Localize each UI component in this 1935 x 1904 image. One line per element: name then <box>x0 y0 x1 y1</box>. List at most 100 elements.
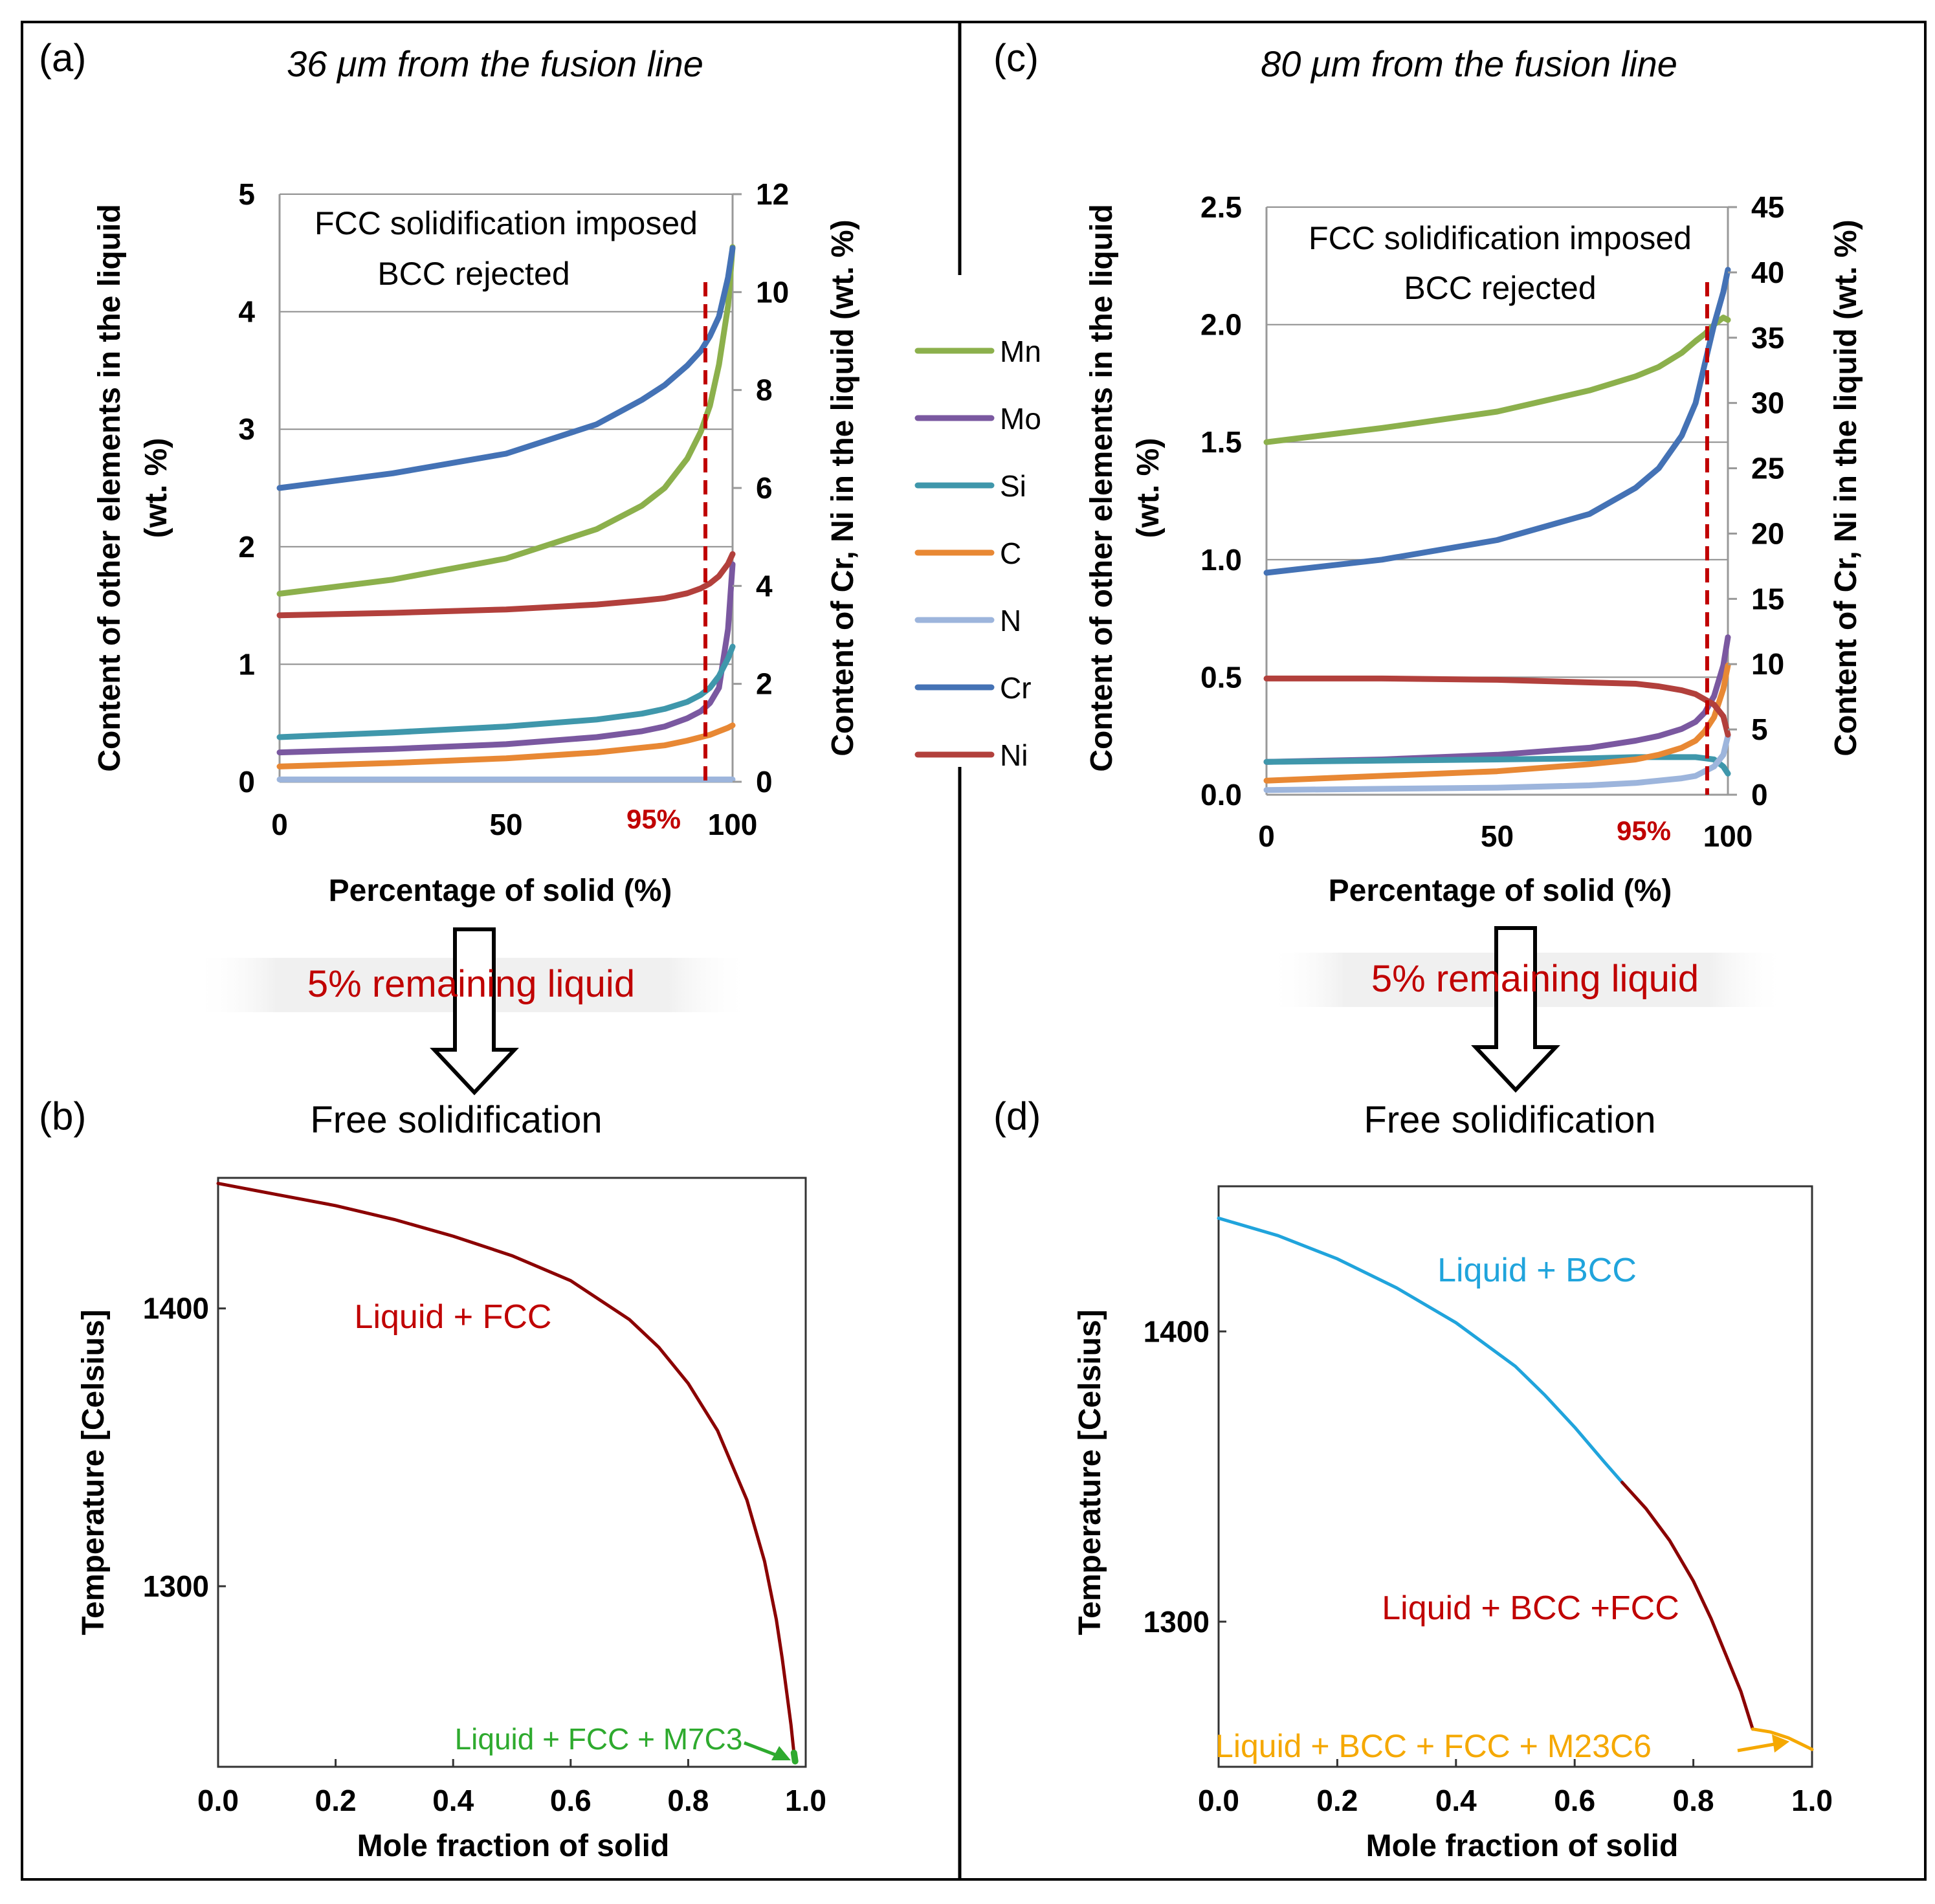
chart-d-curve-0 <box>1217 1216 1624 1484</box>
chart-b-ytick: 1400 <box>143 1292 209 1325</box>
panel-a-title: 36 μm from the fusion line <box>287 43 703 84</box>
panel-d-letter: (d) <box>993 1094 1041 1138</box>
chart-c-ytick-right: 35 <box>1751 321 1784 355</box>
legend: Mn Mo Si C N Cr Ni <box>914 335 1041 772</box>
chart-c-annotation-line1: FCC solidification imposed <box>1309 220 1692 256</box>
panel-a: (a) 36 μm from the fusion line 95% 01234… <box>39 36 860 908</box>
chart-c-series-n <box>1263 733 1731 793</box>
chart-a-annotation-line1: FCC solidification imposed <box>315 205 698 241</box>
chart-c-ytick-right: 30 <box>1751 386 1784 420</box>
transition-left-label: 5% remaining liquid <box>307 963 635 1005</box>
chart-b-m7c3-arrowhead-icon <box>771 1746 791 1760</box>
chart-a-ytick-left: 1 <box>238 647 255 681</box>
chart-d-xtick: 0.2 <box>1316 1784 1358 1817</box>
transition-right: 5% remaining liquid Free solidification <box>1268 926 1786 1141</box>
chart-a-ytick-left: 5 <box>238 177 255 211</box>
chart-a-series-si <box>276 643 736 740</box>
chart-d-xlabel: Mole fraction of solid <box>1366 1829 1679 1863</box>
panel-c-letter: (c) <box>993 36 1039 80</box>
chart-c-ylabel-left-line1: Content of other elements in the liquid <box>1085 204 1119 771</box>
transition-right-label: 5% remaining liquid <box>1371 958 1699 1000</box>
chart-a-ytick-right: 12 <box>756 177 789 211</box>
chart-d-series <box>1217 1216 1814 1751</box>
chart-c-ytick-left: 1.0 <box>1200 543 1242 577</box>
chart-d-xtick: 0.0 <box>1198 1784 1239 1817</box>
chart-c-ytick-right: 10 <box>1751 647 1784 681</box>
chart-d-region-m23c6-label: Liquid + BCC + FCC + M23C6 <box>1215 1728 1652 1764</box>
chart-d-m23c6-arrowhead-icon <box>1772 1734 1789 1753</box>
panel-a-letter: (a) <box>39 36 86 80</box>
panel-b-letter: (b) <box>39 1094 86 1138</box>
chart-c-ytick-right: 45 <box>1751 190 1784 224</box>
chart-d-curve-2 <box>1751 1727 1814 1751</box>
chart-c-series-mo <box>1263 634 1731 765</box>
chart-c-series-cr <box>1263 267 1731 576</box>
chart-a-ytick-right: 8 <box>756 373 773 407</box>
chart-d-region-bcc-label: Liquid + BCC <box>1437 1252 1637 1289</box>
chart-a-ytick-right: 2 <box>756 667 773 701</box>
legend-label-si: Si <box>1000 469 1026 503</box>
chart-c-ytick-right: 5 <box>1751 713 1768 746</box>
chart-b-curve-1 <box>790 1749 799 1765</box>
legend-label-c: C <box>1000 537 1021 570</box>
figure-border <box>21 21 1927 1881</box>
chart-c-series <box>1263 267 1731 793</box>
chart-c-xlabel: Percentage of solid (%) <box>1329 874 1672 908</box>
panel-c: (c) 80 μm from the fusion line 95% 0.00.… <box>993 36 1863 908</box>
chart-d-xtick: 0.4 <box>1435 1784 1477 1817</box>
chart-a-xlabel: Percentage of solid (%) <box>329 874 672 908</box>
chart-b-m7c3-pointer <box>744 1741 780 1758</box>
chart-b-ticks: 0.0 0.2 0.4 0.6 0.8 1.0 1300 1400 <box>143 1292 826 1817</box>
chart-a-ytick-left: 3 <box>238 412 255 446</box>
chart-a-marker-label: 95% <box>626 804 681 834</box>
panel-d-heading: Free solidification <box>1364 1099 1655 1141</box>
chart-d-m23c6-pointer <box>1737 1742 1775 1753</box>
chart-a-ytick-right: 0 <box>756 765 773 799</box>
chart-b-xtick: 0.0 <box>197 1784 239 1817</box>
transition-left: 5% remaining liquid Free solidification <box>194 927 751 1141</box>
chart-c-ytick-left: 2.5 <box>1200 190 1242 224</box>
chart-d-xtick: 1.0 <box>1791 1784 1833 1817</box>
legend-label-mn: Mn <box>1000 335 1041 368</box>
chart-a-ytick-left: 2 <box>238 530 255 564</box>
chart-b-xtick: 0.8 <box>667 1784 709 1817</box>
chart-c-ytick-right: 40 <box>1751 256 1784 289</box>
chart-b-xtick: 1.0 <box>785 1784 826 1817</box>
chart-c-ytick-right: 20 <box>1751 516 1784 550</box>
chart-a-ylabel-right: Content of Cr, Ni in the liquid (wt. %) <box>826 219 860 756</box>
chart-a-ytick-left: 0 <box>238 765 255 799</box>
chart-b-xtick: 0.2 <box>315 1784 357 1817</box>
chart-c-ytick-left: 0.5 <box>1200 660 1242 694</box>
chart-a-xtick: 100 <box>708 808 758 841</box>
chart-c-ytick-left: 1.5 <box>1200 425 1242 459</box>
chart-c-series-mn <box>1263 315 1731 445</box>
chart-d-frame <box>1217 1185 1813 1768</box>
panel-b-heading: Free solidification <box>310 1099 602 1141</box>
chart-c-series-c <box>1263 662 1731 784</box>
chart-b-ytick: 1300 <box>143 1569 209 1603</box>
chart-c-ytick-right: 15 <box>1751 582 1784 615</box>
chart-d-xtick: 0.8 <box>1673 1784 1714 1817</box>
chart-a-marker: 95% <box>626 282 707 834</box>
chart-d-ticks: 0.0 0.2 0.4 0.6 0.8 1.0 1300 1400 <box>1144 1314 1833 1817</box>
chart-b-region-m7c3-label: Liquid + FCC + M7C3 <box>455 1722 743 1756</box>
chart-b-xtick: 0.6 <box>550 1784 592 1817</box>
legend-label-mo: Mo <box>1000 402 1041 436</box>
chart-c-series-ni <box>1263 675 1731 738</box>
chart-a-ylabel-left-line2: (wt. %) <box>139 438 173 538</box>
legend-label-n: N <box>1000 604 1021 637</box>
chart-d-region-bccfcc-label: Liquid + BCC +FCC <box>1382 1589 1679 1627</box>
chart-a-series-c <box>276 722 736 769</box>
chart-b-region-fcc-label: Liquid + FCC <box>355 1298 552 1336</box>
chart-a-ytick-right: 10 <box>756 275 789 309</box>
down-arrow-right-icon <box>1471 926 1560 1093</box>
chart-a-ytick-right: 4 <box>756 569 773 603</box>
chart-c-marker: 95% <box>1617 282 1709 846</box>
chart-c-ticks: 0.0 0.5 1.0 1.5 2.0 2.5 0 5 10 15 20 25 30 35 40 45 0 50 1… <box>1200 190 1784 853</box>
chart-a-series-cr <box>276 245 736 491</box>
chart-b-series <box>216 1182 799 1765</box>
chart-d-ytick: 1300 <box>1144 1605 1210 1639</box>
chart-a-ytick-right: 6 <box>756 471 773 505</box>
chart-a-series-ni <box>276 551 736 619</box>
